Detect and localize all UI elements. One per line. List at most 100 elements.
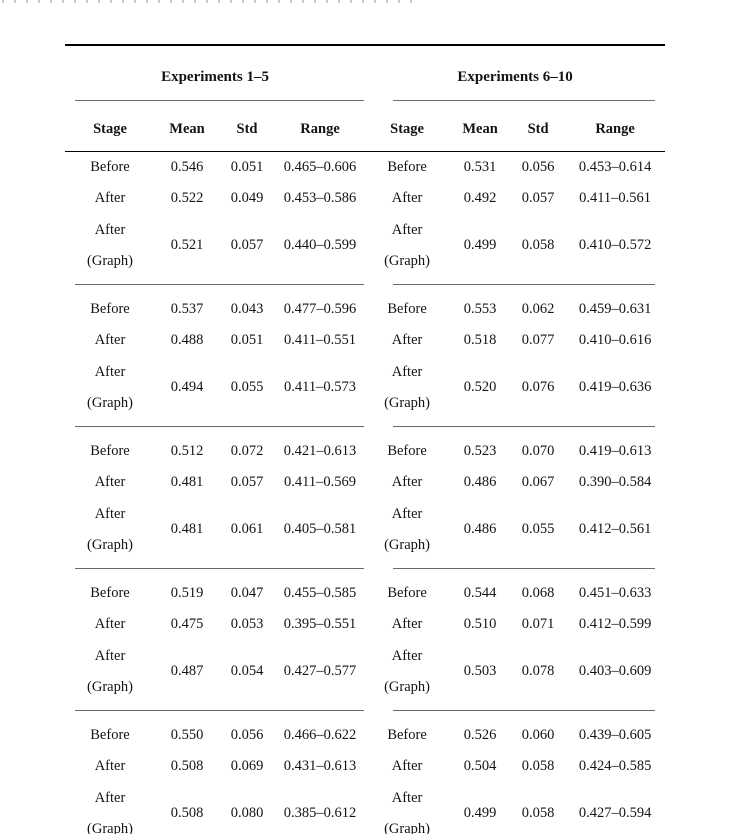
separator-cell — [365, 419, 665, 436]
range-cell: 0.465–0.606 — [283, 159, 357, 175]
table-row: After 0.488 0.051 0.411–0.551 After 0.518 0.07… — [65, 325, 665, 356]
stage-cell: After — [94, 332, 126, 348]
stage-cell: After (Graph) — [365, 640, 449, 703]
table-row: After 0.508 0.069 0.431–0.613 After 0.504 0.05… — [65, 751, 665, 782]
std-cell: 0.068 — [521, 585, 555, 601]
std-cell: 0.054 — [230, 663, 264, 679]
mean-cell: 0.553 — [463, 301, 497, 317]
std-cell: 0.057 — [230, 237, 264, 253]
range-cell: 0.411–0.573 — [284, 379, 356, 395]
range-cell: 0.419–0.613 — [578, 443, 652, 459]
range-cell: 0.453–0.586 — [283, 190, 357, 206]
stage-cell: After (Graph) — [65, 498, 155, 561]
group-separator-row — [65, 703, 665, 720]
range-cell: 0.412–0.599 — [578, 616, 652, 632]
std-cell: 0.057 — [230, 474, 264, 490]
separator-cell — [65, 703, 365, 720]
mean-cell: 0.475 — [170, 616, 204, 632]
std-cell: 0.072 — [230, 443, 264, 459]
stage-cell: After — [391, 616, 423, 632]
mean-cell: 0.499 — [463, 237, 497, 253]
std-cell: 0.078 — [521, 663, 555, 679]
std-cell: 0.047 — [230, 585, 264, 601]
group-separator-row — [65, 277, 665, 294]
separator-line — [75, 568, 365, 569]
mean-cell: 0.522 — [170, 190, 204, 206]
group-header-underline — [75, 100, 365, 101]
stage-line-1: After — [94, 647, 126, 664]
range-cell: 0.427–0.577 — [283, 663, 357, 679]
mean-cell: 0.512 — [170, 443, 204, 459]
stage-cell: Before — [387, 727, 427, 743]
column-header-stage: Stage — [65, 101, 155, 152]
column-header-range: Range — [275, 101, 366, 152]
separator-cell — [365, 703, 665, 720]
range-cell: 0.385–0.612 — [283, 805, 357, 821]
stage-cell: After (Graph) — [65, 214, 155, 277]
group-header-experiments-1-5: Experiments 1–5 — [65, 45, 365, 101]
std-cell: 0.051 — [230, 159, 264, 175]
mean-cell: 0.518 — [463, 332, 497, 348]
table-row: After (Graph) 0.481 0.061 0.405–0.581 After (G… — [65, 498, 665, 561]
stage-line-1: After — [94, 221, 126, 238]
mean-cell: 0.526 — [463, 727, 497, 743]
stage-line-1: After — [94, 789, 126, 806]
mean-cell: 0.494 — [170, 379, 204, 395]
table-row: Before 0.550 0.056 0.466–0.622 Before 0.526 0.… — [65, 720, 665, 751]
stage-line-1: After — [391, 505, 423, 522]
std-cell: 0.069 — [230, 758, 264, 774]
range-cell: 0.390–0.584 — [578, 474, 652, 490]
mean-cell: 0.537 — [170, 301, 204, 317]
range-cell: 0.411–0.561 — [579, 190, 652, 206]
stage-cell: Before — [90, 159, 130, 175]
std-cell: 0.062 — [521, 301, 555, 317]
stage-cell: After (Graph) — [65, 356, 155, 419]
std-cell: 0.043 — [230, 301, 264, 317]
std-cell: 0.058 — [521, 805, 555, 821]
std-cell: 0.055 — [230, 379, 264, 395]
separator-line — [75, 710, 365, 711]
mean-cell: 0.523 — [463, 443, 497, 459]
stage-cell: After (Graph) — [365, 214, 449, 277]
stage-cell: After — [94, 474, 126, 490]
std-cell: 0.076 — [521, 379, 555, 395]
results-table: Experiments 1–5 Experiments 6–10 Stage M… — [65, 44, 666, 834]
table-row: After (Graph) 0.508 0.080 0.385–0.612 After (G… — [65, 782, 665, 834]
clipped-text-artifact — [2, 0, 412, 3]
stage-cell: After — [391, 758, 423, 774]
std-cell: 0.067 — [521, 474, 555, 490]
range-cell: 0.477–0.596 — [283, 301, 357, 317]
std-cell: 0.055 — [521, 521, 555, 537]
stage-cell: Before — [90, 301, 130, 317]
range-cell: 0.459–0.631 — [578, 301, 652, 317]
column-header-std: Std — [511, 101, 566, 152]
table-row: After 0.481 0.057 0.411–0.569 After 0.486 0.06… — [65, 467, 665, 498]
stage-line-2: (Graph) — [384, 678, 430, 695]
mean-cell: 0.520 — [463, 379, 497, 395]
mean-cell: 0.481 — [170, 474, 204, 490]
separator-line — [75, 426, 365, 427]
range-cell: 0.405–0.581 — [283, 521, 357, 537]
range-cell: 0.455–0.585 — [283, 585, 357, 601]
stage-cell: Before — [387, 159, 427, 175]
table-row: Before 0.519 0.047 0.455–0.585 Before 0.544 0.… — [65, 578, 665, 609]
mean-cell: 0.481 — [170, 521, 204, 537]
mean-cell: 0.508 — [170, 758, 204, 774]
range-cell: 0.427–0.594 — [578, 805, 652, 821]
table-body: Before 0.546 0.051 0.465–0.606 Before 0.531 0.… — [65, 152, 665, 834]
separator-cell — [65, 277, 365, 294]
stage-cell: Before — [387, 443, 427, 459]
stage-line-2: (Graph) — [87, 536, 133, 553]
std-cell: 0.058 — [521, 758, 555, 774]
stage-cell: Before — [90, 727, 130, 743]
stage-line-2: (Graph) — [384, 536, 430, 553]
separator-cell — [65, 419, 365, 436]
range-cell: 0.466–0.622 — [283, 727, 357, 743]
table-row: Before 0.537 0.043 0.477–0.596 Before 0.553 0.… — [65, 294, 665, 325]
mean-cell: 0.503 — [463, 663, 497, 679]
std-cell: 0.051 — [230, 332, 264, 348]
stage-line-1: After — [94, 363, 126, 380]
stage-line-2: (Graph) — [384, 820, 430, 834]
column-header-mean: Mean — [449, 101, 512, 152]
